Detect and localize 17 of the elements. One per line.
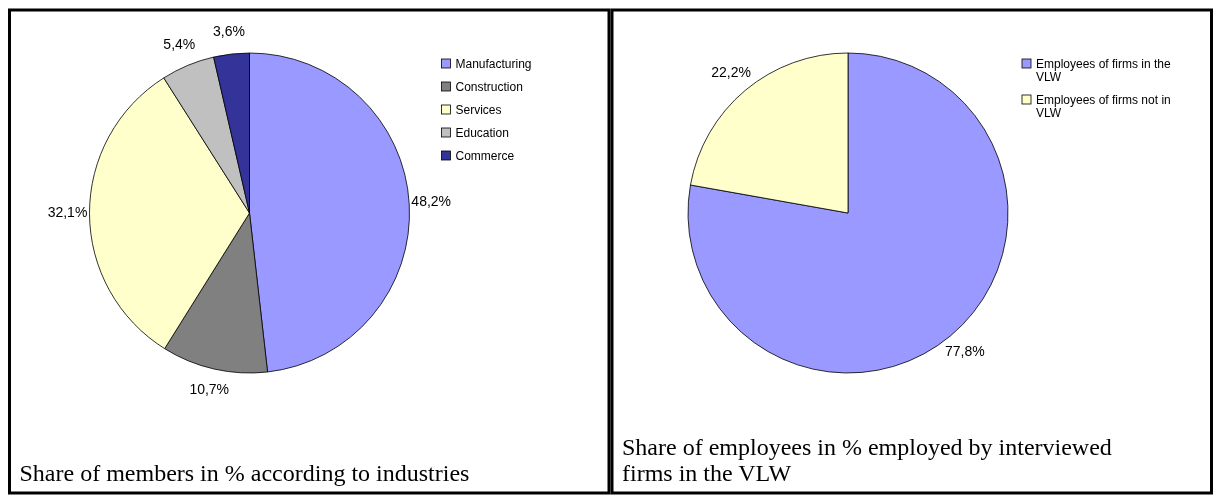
data-label: 5,4%	[163, 35, 196, 52]
legend-label: Employees of firms not in VLW	[1036, 93, 1171, 120]
data-label: 77,8%	[945, 343, 985, 360]
data-label: 48,2%	[411, 193, 452, 210]
data-label: 22,2%	[711, 64, 751, 81]
data-label: 10,7%	[189, 381, 230, 398]
text: Share of employees in % employed by interviewed firms in the VLW	[622, 434, 1112, 486]
data-label: 32,1%	[47, 204, 88, 221]
data-label: 3,6%	[213, 22, 245, 39]
legend-label: Employees of firms in the VLW	[1036, 57, 1172, 84]
legend-label: Commerce	[455, 149, 515, 163]
legend-label: Services	[455, 103, 502, 117]
pie-slice	[687, 52, 1009, 374]
legend-label: Construction	[455, 80, 523, 94]
legend-label: Manufacturing	[455, 57, 532, 71]
legend-label: Education	[455, 126, 509, 140]
text: Share of members in % according to industries	[19, 460, 470, 486]
